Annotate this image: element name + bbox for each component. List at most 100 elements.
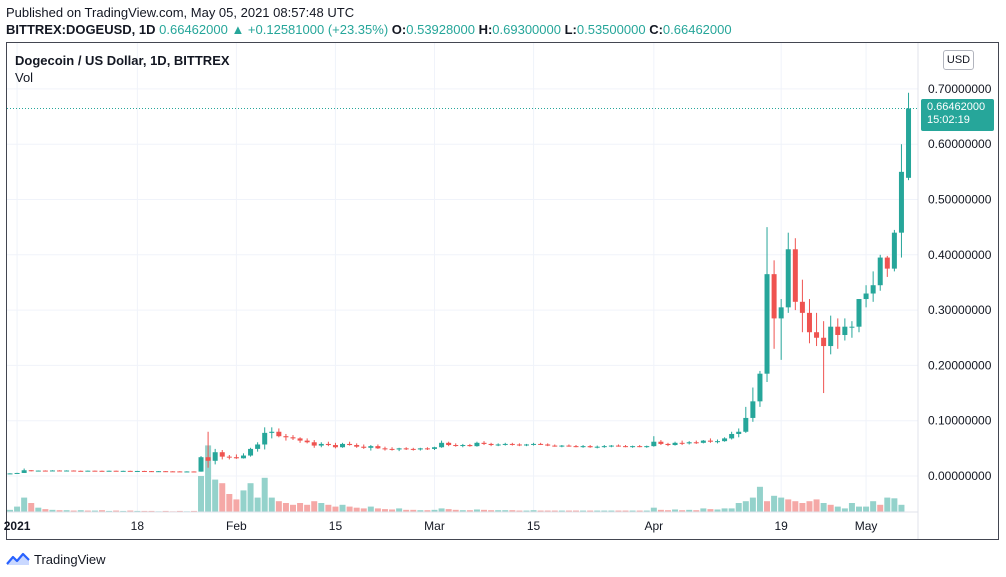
volume-bar [332,506,339,512]
volume-bar [721,508,728,512]
volume-bar [516,510,523,512]
candle-body [792,249,798,302]
candle-body [347,443,353,446]
candle-body [233,457,239,459]
volume-bar [551,510,558,512]
candle-body [891,232,897,269]
close-label: C: [649,22,663,37]
volume-bar [778,497,785,512]
candle-body [71,470,77,472]
candle-body [849,326,855,328]
volume-bar [325,504,332,512]
volume-bar [240,490,247,512]
footer: TradingView [6,550,106,568]
volume-bar [381,509,388,512]
candle-body [396,448,402,450]
candle-body [729,433,735,439]
volume-bar [396,508,403,512]
candle-body [870,285,876,294]
volume-bar [693,510,700,512]
volume-bar [898,504,905,512]
volume-bar [495,510,502,512]
candle-body [92,470,98,472]
volume-bar [424,510,431,512]
volume-bar [884,497,891,512]
candle-body [495,444,501,446]
y-tick-label: 0.30000000 [928,303,992,317]
volume-bar [162,510,169,512]
currency-button[interactable]: USD [943,50,974,70]
candle-body [453,445,459,447]
candle-body [113,470,119,472]
candle-body [580,446,586,448]
candle-body [14,472,20,474]
volume-bar [21,497,28,512]
candle-body [57,470,63,472]
candle-body [736,431,742,434]
candle-body [28,470,34,472]
volume-bar [863,506,870,512]
candle-body [127,470,133,472]
y-tick-label: 0.50000000 [928,193,992,207]
volume-bar [544,510,551,512]
volume-bar [311,501,318,512]
volume-bar [84,510,91,512]
candle-body [191,471,197,473]
volume-bar [502,510,509,512]
volume-bar [176,510,183,512]
volume-bar [565,510,572,512]
candle-body [368,446,374,448]
candle-body [623,446,629,448]
price-change: ▲ +0.12581000 (+23.35%) [231,22,389,37]
candle-body [665,443,671,446]
volume-bar [374,508,381,512]
candle-body [184,471,190,473]
candle-body [361,446,367,448]
candle-body [85,470,91,472]
volume-bar [608,510,615,512]
candle-body [679,442,685,444]
volume-bar [799,503,806,512]
candle-body [269,431,275,433]
candle-body [106,470,112,472]
volume-bar [601,510,608,512]
candle-body [304,440,310,443]
candle-body [156,471,162,473]
brand-name: TradingView [34,551,106,567]
candle-body [311,442,317,446]
tradingview-logo-icon [6,552,30,565]
y-tick-label: 0.40000000 [928,248,992,262]
volume-bar [304,504,311,512]
volume-bar [735,503,742,512]
volume-bar [749,497,756,512]
quote-bar: BITTREX:DOGEUSD, 1D 0.66462000 ▲ +0.1258… [6,22,732,37]
candle-body [686,442,692,444]
volume-bar [254,497,261,512]
candle-body [262,432,268,445]
x-tick-label: 15 [329,519,343,533]
candle-body [884,257,890,269]
price-tag-value: 0.66462000 [927,101,986,113]
volume-bar [629,510,636,512]
candle-body [134,470,140,472]
candle-body [566,445,572,447]
candle-body [806,312,812,333]
candle-body [403,448,409,450]
volume-bar [530,510,537,512]
candle-body [700,440,706,443]
y-tick-label: 0.70000000 [928,82,992,96]
volume-bar [56,510,63,512]
volume-bar [707,509,714,512]
volume-bar [488,510,495,512]
chart-frame[interactable] [6,42,999,540]
candle-body [170,471,176,473]
candle-body [375,446,381,449]
volume-bar [466,510,473,512]
candle-body [460,445,466,447]
candle-body [481,442,487,444]
candle-body [446,442,452,446]
volume-bar [198,476,205,512]
candle-body [198,457,204,472]
x-tick-label: 19 [774,519,788,533]
